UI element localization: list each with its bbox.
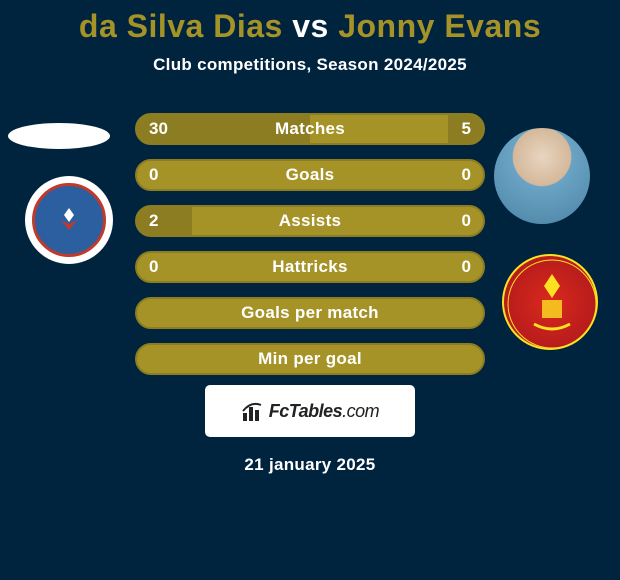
stat-value-left: 2 [149, 211, 158, 231]
stat-value-left: 30 [149, 119, 168, 139]
player1-name: da Silva Dias [79, 8, 283, 44]
subtitle: Club competitions, Season 2024/2025 [0, 55, 620, 75]
logo-text: FcTables.com [269, 401, 379, 422]
comparison-card: da Silva Dias vs Jonny Evans Club compet… [0, 0, 620, 475]
stat-value-right: 5 [462, 119, 471, 139]
stat-row: 0 Goals 0 [135, 159, 485, 191]
stat-value-right: 0 [462, 165, 471, 185]
stat-value-right: 0 [462, 257, 471, 277]
stat-row: Min per goal [135, 343, 485, 375]
fctables-logo: FcTables.com [205, 385, 415, 437]
stat-row: 0 Hattricks 0 [135, 251, 485, 283]
rangers-crest [25, 176, 113, 264]
player2-name: Jonny Evans [338, 8, 541, 44]
logo-brand: FcTables [269, 401, 342, 421]
stat-value-left: 0 [149, 165, 158, 185]
stat-row: 30 Matches 5 [135, 113, 485, 145]
player1-avatar [8, 123, 110, 149]
player2-avatar [494, 128, 590, 224]
bars-icon [241, 399, 265, 423]
logo-suffix: .com [342, 401, 379, 421]
crest-icon [49, 200, 89, 240]
manchester-united-crest [502, 254, 598, 350]
stat-label: Hattricks [272, 257, 347, 277]
stat-label: Matches [275, 119, 345, 139]
page-title: da Silva Dias vs Jonny Evans [0, 0, 620, 45]
stat-value-left: 0 [149, 257, 158, 277]
stat-label: Goals per match [241, 303, 379, 323]
stat-value-right: 0 [462, 211, 471, 231]
stat-label: Goals [286, 165, 335, 185]
crest-icon [504, 256, 600, 352]
rangers-crest-inner [32, 183, 106, 257]
vs-separator: vs [292, 8, 329, 44]
stat-label: Assists [279, 211, 342, 231]
stat-label: Min per goal [258, 349, 362, 369]
stat-row: Goals per match [135, 297, 485, 329]
stat-fill-left [137, 207, 192, 235]
date-label: 21 january 2025 [0, 455, 620, 475]
stat-row: 2 Assists 0 [135, 205, 485, 237]
